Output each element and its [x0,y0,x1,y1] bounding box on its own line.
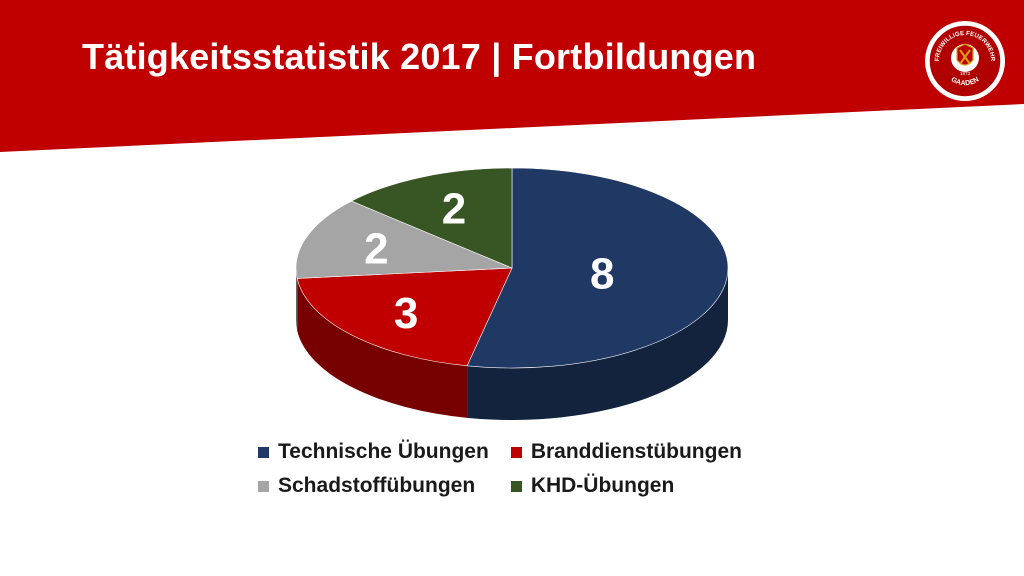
pie-slice-side-schadstoff-bungen [296,268,298,331]
chart-legend: Technische Übungen Branddienstübungen Scha… [258,440,798,498]
fire-brigade-logo: FREIWILLIGE FEUERWEHR GAADEN 1873 [925,21,1005,101]
logo-text-bottom: GAADEN [950,76,981,87]
legend-swatch [258,446,269,458]
legend-item-technische-bungen: Technische Übungen [258,440,489,464]
logo-year: 1873 [960,71,971,76]
pie-slice-side-technische-bungen [467,268,728,420]
legend-label: Schadstoffübungen [278,474,476,497]
legend-item-khd-bungen: KHD-Übungen [510,474,742,498]
legend-swatch [258,480,269,492]
legend-swatch [510,480,522,492]
legend-label: KHD-Übungen [530,474,675,497]
pie-slice-schadstoff-bungen [295,200,513,279]
data-label-branddienst-bungen: 3 [394,289,418,338]
svg-text:GAADEN: GAADEN [950,76,981,87]
data-label-technische-bungen: 8 [590,249,614,298]
legend-item-branddienst-bungen: Branddienstübungen [510,440,742,464]
legend-label: Branddienstübungen [530,440,742,463]
header-banner [0,0,1024,152]
pie-slice-khd-bungen [350,167,513,269]
legend-label: Technische Übungen [278,440,489,463]
data-label-schadstoff-bungen: 2 [364,225,388,274]
legend-swatch [510,446,522,458]
data-label-khd-bungen: 2 [442,185,466,234]
legend-item-schadstoff-bungen: Schadstoffübungen [258,474,489,498]
slide-title: Tätigkeitsstatistik 2017 | Fortbildungen [82,36,757,77]
pie-slice-branddienst-bungen [296,267,513,367]
pie-slice-technische-bungen [466,167,729,369]
